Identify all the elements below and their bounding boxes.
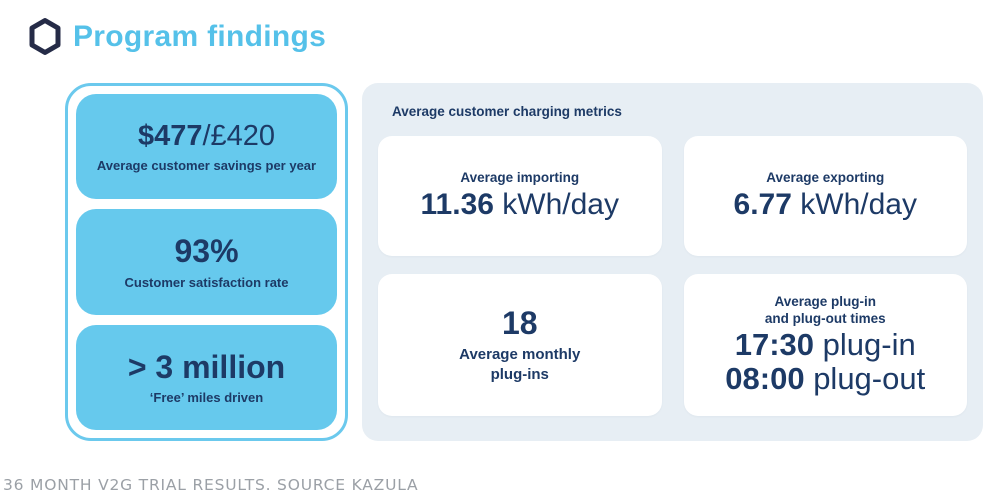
- importing-unit: kWh/day: [493, 187, 619, 221]
- stat-card-miles: > 3 million ‘Free’ miles driven: [76, 324, 337, 430]
- satisfaction-value: 93%: [174, 233, 239, 270]
- metric-card-importing: Average importing 11.36 kWh/day: [378, 136, 662, 256]
- importing-number: 11.36: [420, 187, 494, 221]
- satisfaction-label: Customer satisfaction rate: [124, 274, 289, 290]
- plug-ins-label-line1: Average monthly: [459, 346, 581, 364]
- metrics-panel: Average customer charging metrics Averag…: [362, 83, 983, 441]
- miles-label: ‘Free’ miles driven: [149, 389, 264, 405]
- header: Program findings: [0, 0, 997, 56]
- exporting-value: 6.77 kWh/day: [734, 188, 917, 223]
- exporting-label: Average exporting: [766, 169, 885, 185]
- importing-value: 11.36 kWh/day: [421, 188, 619, 223]
- metrics-grid: Average importing 11.36 kWh/day Average …: [378, 136, 967, 416]
- times-label: Average plug-in and plug-out times: [765, 294, 886, 328]
- plug-out-time: 08:00: [725, 360, 805, 396]
- savings-value-light: /£420: [202, 119, 276, 152]
- miles-value: > 3 million: [127, 348, 286, 385]
- highlights-panel: $477/£420 Average customer savings per y…: [65, 83, 348, 441]
- stat-card-satisfaction: 93% Customer satisfaction rate: [76, 209, 337, 315]
- savings-value: $477/£420: [137, 119, 276, 153]
- savings-value-bold: $477: [137, 119, 203, 152]
- metric-card-plug-ins: 18 Average monthly plug-ins: [378, 274, 662, 416]
- exporting-unit: kWh/day: [791, 187, 917, 221]
- plug-in-time: 17:30: [734, 326, 815, 362]
- metrics-panel-title: Average customer charging metrics: [392, 104, 622, 119]
- stat-card-savings: $477/£420 Average customer savings per y…: [76, 94, 337, 200]
- plug-in-time-row: 17:30 plug-in: [734, 326, 916, 362]
- content-area: $477/£420 Average customer savings per y…: [65, 83, 983, 441]
- times-label-line1: Average plug-in: [774, 294, 876, 310]
- plug-ins-value: 18: [501, 304, 538, 341]
- savings-label: Average customer savings per year: [96, 157, 317, 173]
- hexagon-logo-icon: [28, 17, 62, 56]
- metric-card-times: Average plug-in and plug-out times 17:30…: [683, 274, 967, 416]
- importing-label: Average importing: [460, 169, 580, 185]
- exporting-number: 6.77: [733, 187, 792, 221]
- metric-card-exporting: Average exporting 6.77 kWh/day: [683, 136, 967, 256]
- plug-ins-label-line2: plug-ins: [490, 365, 549, 383]
- source-note: 36 MONTH V2G TRIAL RESULTS. SOURCE KAZUL…: [3, 476, 419, 494]
- times-label-line2: and plug-out times: [764, 310, 886, 326]
- plug-out-suffix: plug-out: [804, 360, 926, 396]
- plug-ins-label: Average monthly plug-ins: [459, 345, 580, 384]
- page-title: Program findings: [73, 19, 327, 53]
- plug-in-suffix: plug-in: [814, 326, 916, 362]
- plug-out-time-row: 08:00 plug-out: [725, 360, 926, 396]
